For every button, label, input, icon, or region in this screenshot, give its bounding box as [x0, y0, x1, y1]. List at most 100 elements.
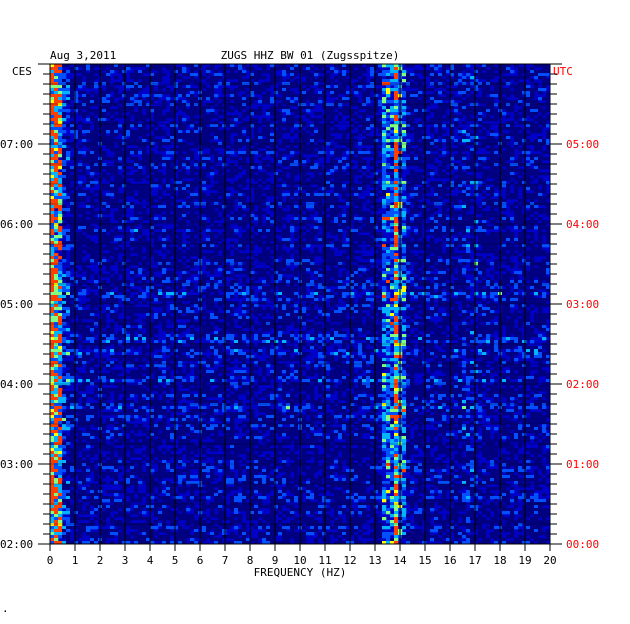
- heatmap-cell: [330, 115, 335, 119]
- heatmap-cell: [182, 181, 187, 185]
- heatmap-cell: [94, 97, 99, 101]
- heatmap-cell: [394, 133, 399, 137]
- heatmap-cell: [178, 172, 183, 176]
- heatmap-cell: [414, 229, 419, 233]
- heatmap-cell: [258, 136, 263, 140]
- heatmap-cell: [74, 217, 79, 221]
- heatmap-cell: [66, 97, 71, 101]
- heatmap-cell: [438, 199, 443, 203]
- heatmap-cell: [286, 112, 291, 116]
- heatmap-cell: [242, 205, 247, 209]
- heatmap-cell: [102, 64, 107, 68]
- heatmap-cell: [154, 133, 159, 137]
- heatmap-cell: [470, 109, 475, 113]
- heatmap-cell: [66, 88, 71, 92]
- heatmap-cell: [410, 190, 415, 194]
- heatmap-cell: [386, 214, 391, 218]
- heatmap-cell: [66, 172, 71, 176]
- heatmap-cell: [474, 211, 479, 215]
- heatmap-cell: [330, 223, 335, 227]
- heatmap-cell: [514, 94, 519, 98]
- heatmap-cell: [402, 91, 407, 95]
- heatmap-cell: [178, 106, 183, 110]
- heatmap-cell: [546, 229, 551, 233]
- heatmap-cell: [146, 178, 151, 182]
- heatmap-cell: [258, 112, 263, 116]
- heatmap-cell: [470, 196, 475, 200]
- heatmap-cell: [362, 67, 367, 71]
- heatmap-cell: [510, 235, 515, 239]
- heatmap-cell: [102, 142, 107, 146]
- heatmap-cell: [302, 235, 307, 239]
- heatmap-cell: [234, 118, 239, 122]
- heatmap-cell: [290, 100, 295, 104]
- heatmap-cell: [474, 208, 479, 212]
- heatmap-cell: [390, 142, 395, 146]
- heatmap-cell: [530, 232, 535, 236]
- heatmap-cell: [446, 223, 451, 227]
- heatmap-cell: [350, 136, 355, 140]
- heatmap-cell: [62, 157, 67, 161]
- heatmap-cell: [342, 133, 347, 137]
- heatmap-cell: [182, 88, 187, 92]
- heatmap-cell: [446, 211, 451, 215]
- heatmap-cell: [282, 100, 287, 104]
- heatmap-cell: [374, 124, 379, 128]
- heatmap-cell: [190, 187, 195, 191]
- heatmap-cell: [422, 205, 427, 209]
- heatmap-cell: [314, 232, 319, 236]
- heatmap-cell: [382, 202, 387, 206]
- heatmap-cell: [82, 127, 87, 131]
- heatmap-cell: [286, 142, 291, 146]
- heatmap-cell: [314, 73, 319, 77]
- heatmap-cell: [102, 79, 107, 83]
- heatmap-cell: [166, 199, 171, 203]
- heatmap-cell: [462, 178, 467, 182]
- heatmap-cell: [402, 130, 407, 134]
- heatmap-cell: [282, 172, 287, 176]
- heatmap-cell: [538, 145, 543, 149]
- heatmap-cell: [386, 229, 391, 233]
- heatmap-cell: [402, 85, 407, 89]
- heatmap-cell: [486, 118, 491, 122]
- heatmap-cell: [330, 157, 335, 161]
- heatmap-cell: [382, 214, 387, 218]
- heatmap-cell: [150, 157, 155, 161]
- heatmap-cell: [262, 142, 267, 146]
- heatmap-cell: [250, 169, 255, 173]
- heatmap-cell: [338, 232, 343, 236]
- heatmap-cell: [122, 232, 127, 236]
- heatmap-cell: [458, 187, 463, 191]
- heatmap-cell: [170, 124, 175, 128]
- heatmap-cell: [146, 166, 151, 170]
- heatmap-cell: [266, 136, 271, 140]
- heatmap-cell: [466, 88, 471, 92]
- heatmap-cell: [466, 178, 471, 182]
- heatmap-cell: [278, 160, 283, 164]
- heatmap-cell: [286, 109, 291, 113]
- heatmap-cell: [310, 196, 315, 200]
- heatmap-cell: [86, 106, 91, 110]
- heatmap-cell: [50, 142, 55, 146]
- heatmap-cell: [462, 193, 467, 197]
- heatmap-cell: [206, 127, 211, 131]
- heatmap-cell: [138, 139, 143, 143]
- heatmap-cell: [462, 187, 467, 191]
- heatmap-cell: [242, 73, 247, 77]
- heatmap-cell: [118, 157, 123, 161]
- heatmap-cell: [414, 70, 419, 74]
- heatmap-cell: [430, 64, 435, 68]
- heatmap-cell: [338, 172, 343, 176]
- heatmap-cell: [494, 82, 499, 86]
- heatmap-cell: [474, 118, 479, 122]
- heatmap-cell: [74, 172, 79, 176]
- heatmap-cell: [414, 235, 419, 239]
- heatmap-cell: [74, 196, 79, 200]
- heatmap-cell: [374, 79, 379, 83]
- heatmap-cell: [114, 121, 119, 125]
- heatmap-cell: [234, 115, 239, 119]
- heatmap-cell: [238, 217, 243, 221]
- heatmap-cell: [210, 127, 215, 131]
- heatmap-cell: [274, 97, 279, 101]
- heatmap-cell: [322, 235, 327, 239]
